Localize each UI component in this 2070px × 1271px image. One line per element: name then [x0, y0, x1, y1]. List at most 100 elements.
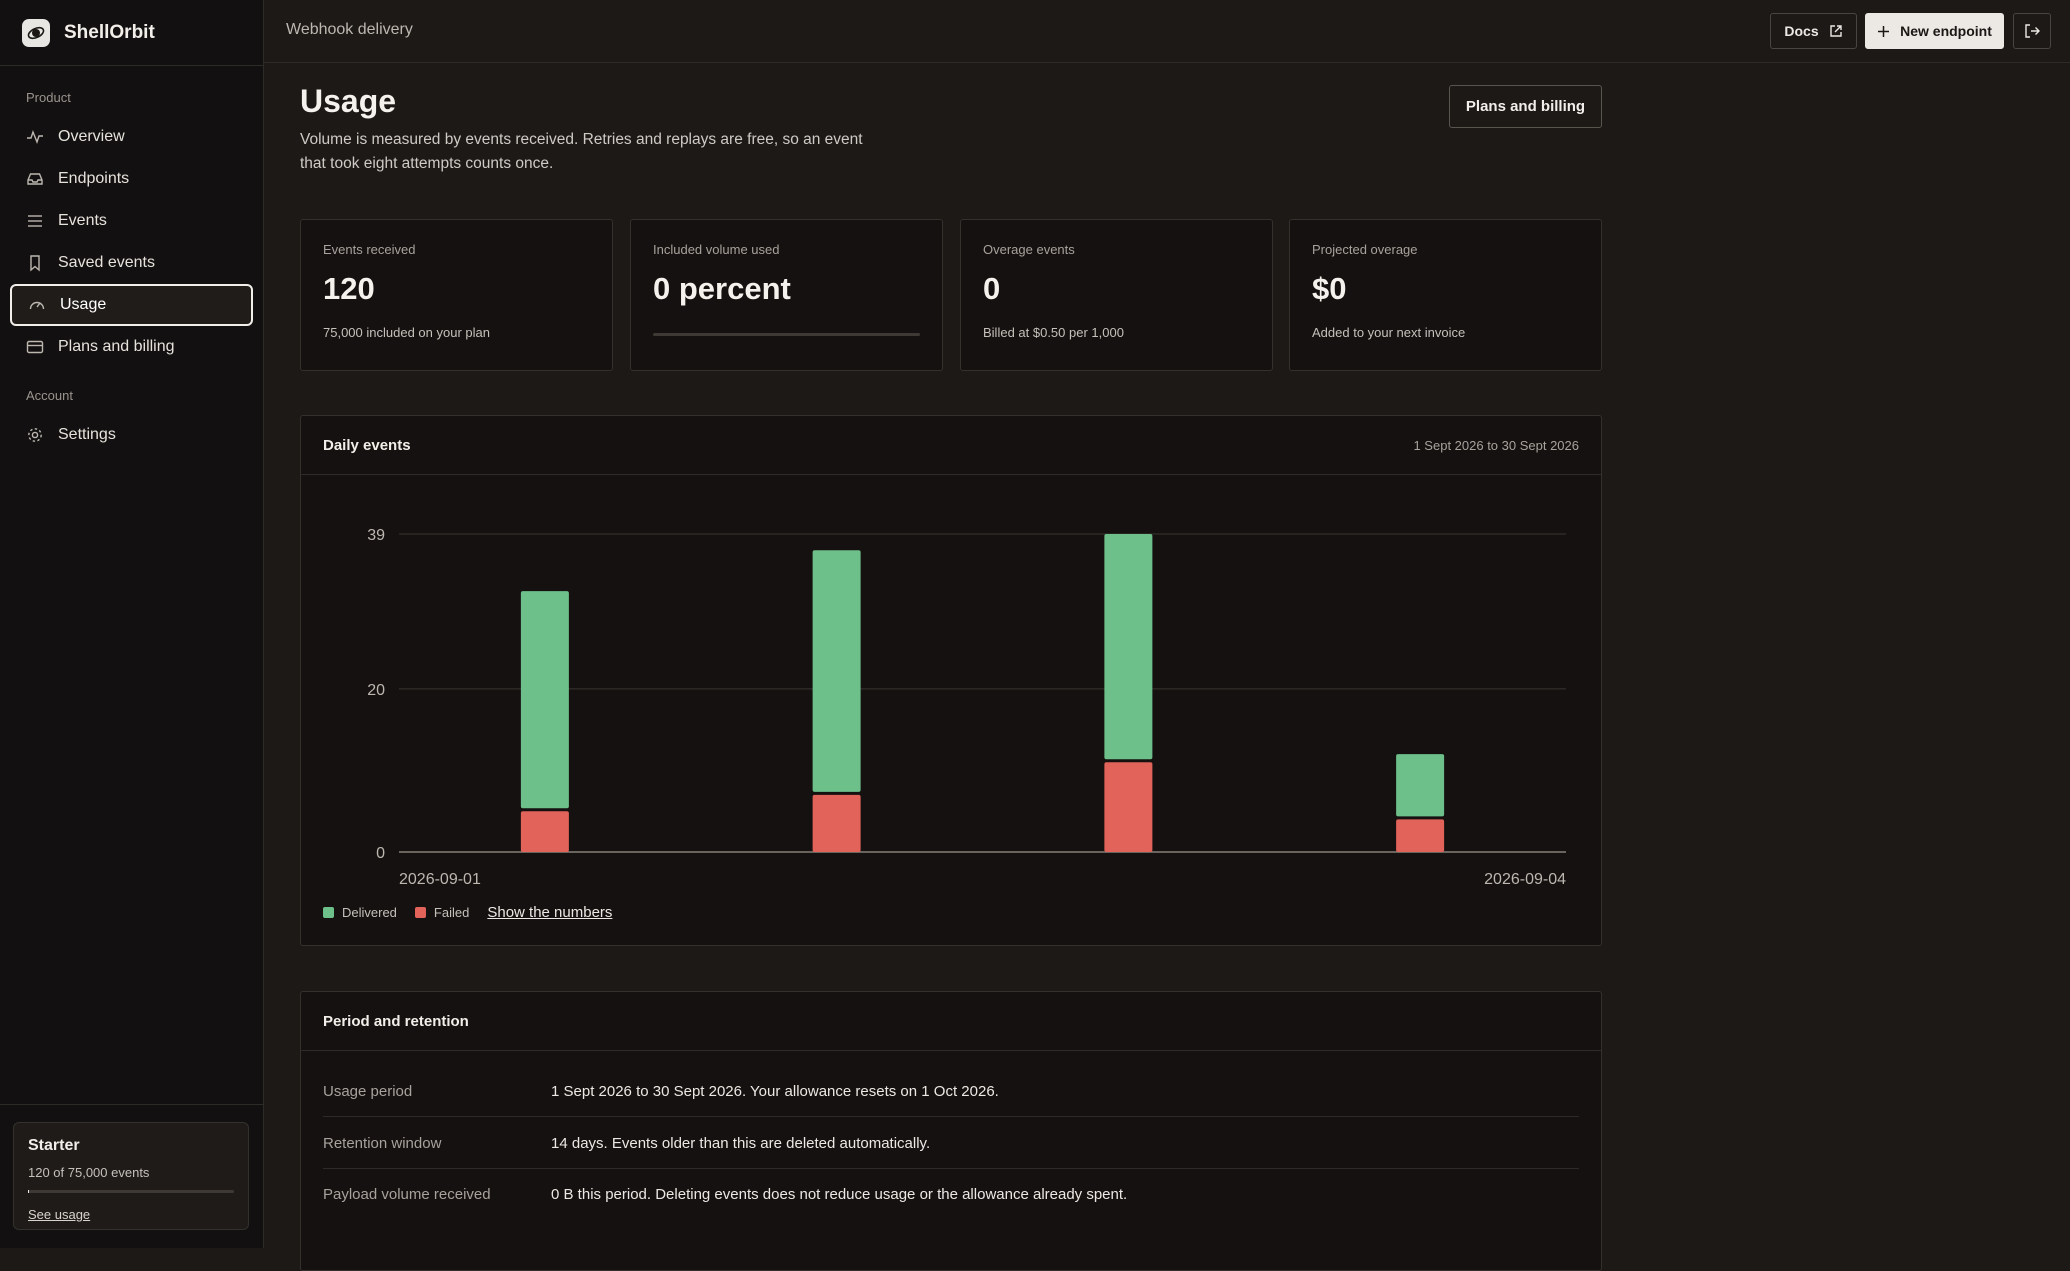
- card-header: Period and retention: [301, 992, 1601, 1051]
- kv-row-retention-window: Retention window 14 days. Events older t…: [323, 1118, 1579, 1169]
- brand-name: ShellOrbit: [64, 22, 155, 44]
- sign-out-button[interactable]: [2013, 13, 2051, 49]
- sidebar-item-plans-and-billing[interactable]: Plans and billing: [10, 326, 253, 368]
- y-tick-label: 39: [367, 527, 385, 544]
- nav-section-product: Product: [26, 90, 263, 108]
- nav-section-account: Account: [26, 388, 263, 406]
- stat-overage-events: Overage events 0 Billed at $0.50 per 1,0…: [960, 219, 1273, 371]
- kv-value: 0 B this period. Deleting events does no…: [551, 1186, 1127, 1203]
- plans-and-billing-button[interactable]: Plans and billing: [1449, 85, 1602, 128]
- y-tick-label: 20: [367, 682, 385, 699]
- bookmark-icon: [26, 254, 44, 272]
- daily-events-chart: 0 20 39 2026-09-01 2026-09-04: [301, 476, 1601, 896]
- list-icon: [26, 212, 44, 230]
- y-tick-label: 0: [376, 845, 385, 862]
- included-volume-progress-bar: [653, 333, 920, 336]
- breadcrumb: Webhook delivery: [286, 21, 413, 39]
- sidebar-item-label: Events: [58, 212, 107, 230]
- page-description: Volume is measured by events received. R…: [300, 128, 870, 176]
- docs-button[interactable]: Docs: [1770, 13, 1857, 49]
- sidebar-item-label: Usage: [60, 296, 106, 314]
- stat-sub: 75,000 included on your plan: [323, 325, 590, 340]
- docs-label: Docs: [1784, 23, 1818, 39]
- plan-usage-bar: [28, 1190, 234, 1193]
- sidebar-item-events[interactable]: Events: [10, 200, 253, 242]
- gear-icon: [26, 426, 44, 444]
- stat-value: 120: [323, 271, 590, 307]
- topbar: Webhook delivery Docs New endpoint: [264, 0, 2070, 63]
- sidebar-item-overview[interactable]: Overview: [10, 116, 253, 158]
- gauge-icon: [28, 296, 46, 314]
- inbox-icon: [26, 170, 44, 188]
- sidebar-item-label: Saved events: [58, 254, 155, 272]
- brand[interactable]: ShellOrbit: [0, 0, 263, 66]
- legend-swatch-failed: [415, 907, 426, 918]
- bar-failed: [1104, 762, 1152, 852]
- new-endpoint-label: New endpoint: [1900, 23, 1992, 39]
- legend-item-failed: Failed: [415, 905, 469, 920]
- stat-included-volume-used: Included volume used 0 percent: [630, 219, 943, 371]
- stat-label: Projected overage: [1312, 242, 1579, 257]
- stat-label: Included volume used: [653, 242, 920, 257]
- kv-key: Payload volume received: [323, 1186, 551, 1203]
- sidebar-item-endpoints[interactable]: Endpoints: [10, 158, 253, 200]
- sidebar: ShellOrbit Product Overview Endpoints Ev…: [0, 0, 264, 1248]
- sidebar-item-label: Plans and billing: [58, 338, 175, 356]
- bar-delivered: [1104, 534, 1152, 759]
- bar-delivered: [1396, 754, 1444, 816]
- stat-label: Events received: [323, 242, 590, 257]
- stat-value: $0: [1312, 271, 1579, 307]
- kv-value: 14 days. Events older than this are dele…: [551, 1135, 930, 1152]
- stat-value: 0 percent: [653, 271, 920, 307]
- date-range: 1 Sept 2026 to 30 Sept 2026: [1413, 438, 1579, 453]
- sidebar-item-label: Settings: [58, 426, 116, 444]
- plan-usage: 120 of 75,000 events: [28, 1165, 234, 1180]
- show-numbers-link[interactable]: Show the numbers: [487, 904, 612, 921]
- see-usage-link[interactable]: See usage: [28, 1207, 90, 1222]
- stat-projected-overage: Projected overage $0 Added to your next …: [1289, 219, 1602, 371]
- sidebar-divider: [0, 1104, 264, 1105]
- legend-label: Delivered: [342, 905, 397, 920]
- plan-name: Starter: [28, 1137, 234, 1155]
- bar-failed: [813, 795, 861, 852]
- bar-failed: [1396, 819, 1444, 852]
- sidebar-item-usage[interactable]: Usage: [10, 284, 253, 326]
- chart-legend: Delivered Failed Show the numbers: [323, 904, 612, 921]
- plus-icon: [1877, 25, 1890, 38]
- legend-item-delivered: Delivered: [323, 905, 397, 920]
- new-endpoint-button[interactable]: New endpoint: [1865, 13, 2004, 49]
- card-header: Daily events 1 Sept 2026 to 30 Sept 2026: [301, 416, 1601, 475]
- stat-events-received: Events received 120 75,000 included on y…: [300, 219, 613, 371]
- legend-label: Failed: [434, 905, 469, 920]
- x-tick-label: 2026-09-04: [1484, 871, 1566, 888]
- page-title: Usage: [300, 83, 396, 120]
- sidebar-item-label: Endpoints: [58, 170, 129, 188]
- bar-delivered: [521, 591, 569, 808]
- card-title: Period and retention: [323, 1013, 469, 1030]
- logo-icon: [22, 19, 50, 47]
- activity-icon: [26, 128, 44, 146]
- kv-key: Retention window: [323, 1135, 551, 1152]
- plan-card: Starter 120 of 75,000 events See usage: [13, 1122, 249, 1230]
- period-retention-card: Period and retention Usage period 1 Sept…: [300, 991, 1602, 1271]
- sidebar-item-saved-events[interactable]: Saved events: [10, 242, 253, 284]
- sidebar-item-settings[interactable]: Settings: [10, 414, 253, 456]
- stat-sub: Added to your next invoice: [1312, 325, 1579, 340]
- external-link-icon: [1829, 24, 1843, 38]
- sidebar-item-label: Overview: [58, 128, 125, 146]
- credit-card-icon: [26, 338, 44, 356]
- kv-row-payload-volume: Payload volume received 0 B this period.…: [323, 1169, 1579, 1220]
- kv-key: Usage period: [323, 1083, 551, 1100]
- kv-row-usage-period: Usage period 1 Sept 2026 to 30 Sept 2026…: [323, 1066, 1579, 1117]
- stat-sub: Billed at $0.50 per 1,000: [983, 325, 1250, 340]
- stat-label: Overage events: [983, 242, 1250, 257]
- bar-delivered: [813, 550, 861, 792]
- card-title: Daily events: [323, 437, 411, 454]
- bar-failed: [521, 811, 569, 852]
- stat-value: 0: [983, 271, 1250, 307]
- daily-events-card: Daily events 1 Sept 2026 to 30 Sept 2026…: [300, 415, 1602, 946]
- x-tick-label: 2026-09-01: [399, 871, 481, 888]
- kv-value: 1 Sept 2026 to 30 Sept 2026. Your allowa…: [551, 1083, 999, 1100]
- sign-out-icon: [2024, 23, 2040, 39]
- legend-swatch-delivered: [323, 907, 334, 918]
